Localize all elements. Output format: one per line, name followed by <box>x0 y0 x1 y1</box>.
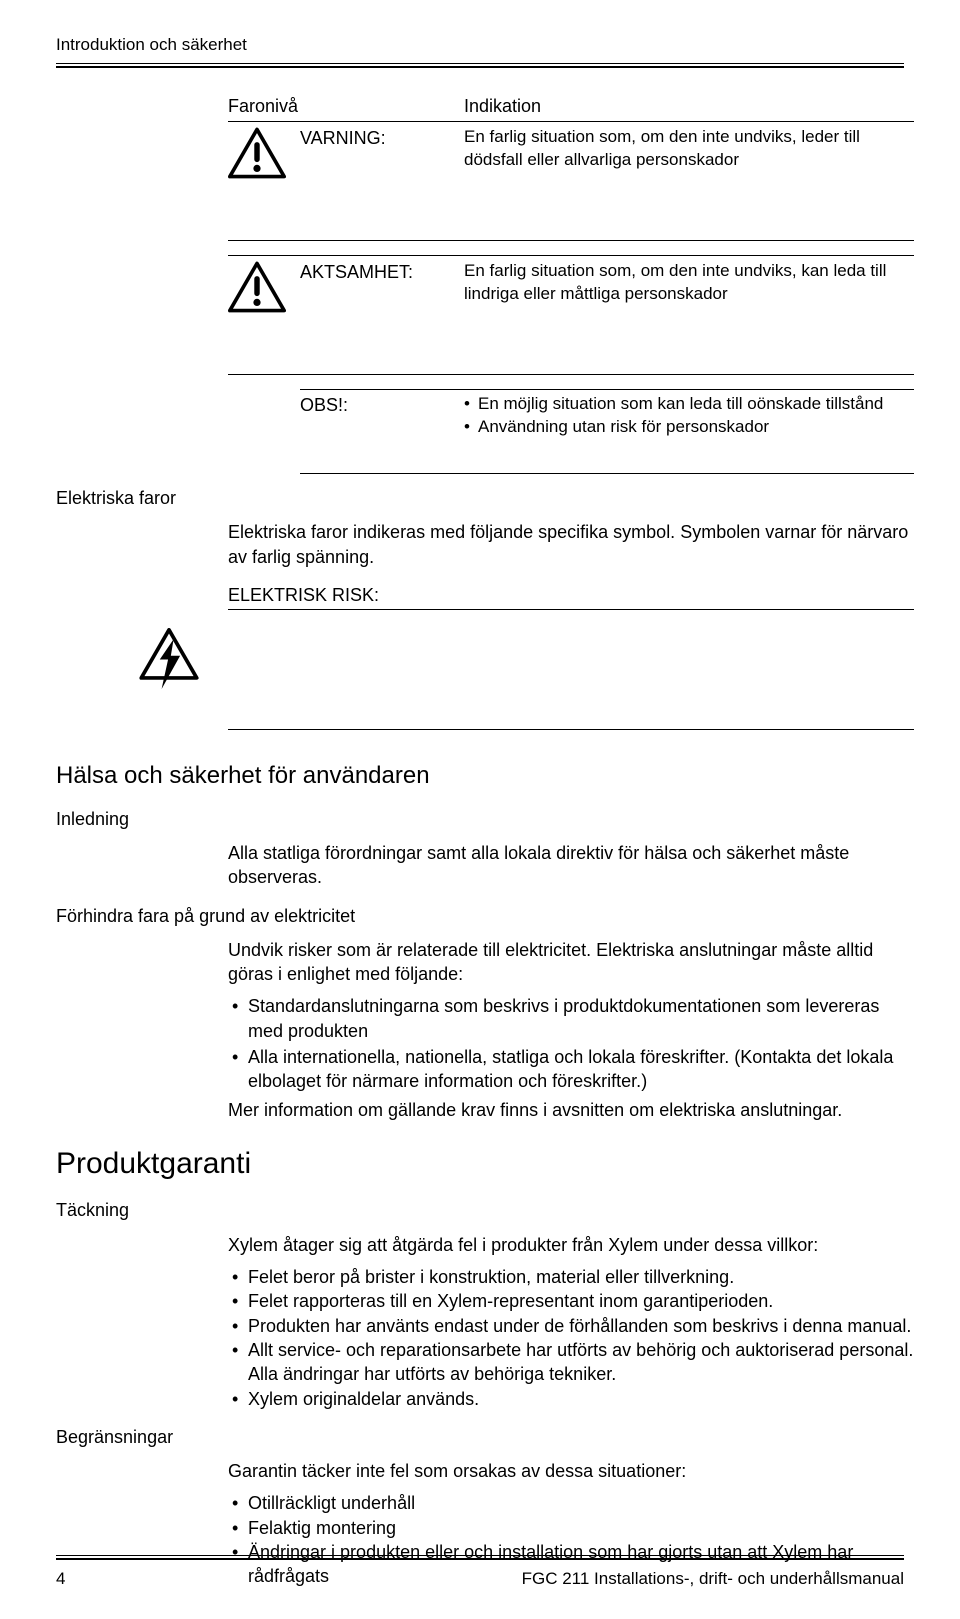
hazard-row-obs: OBS!: En möjlig situation som kan leda t… <box>228 389 914 474</box>
hazard-indication: En farlig situation som, om den inte und… <box>464 122 914 241</box>
caution-icon-cell <box>228 255 300 375</box>
coverage-bullet: Felet beror på brister i konstruktion, m… <box>228 1265 914 1289</box>
health-safety-heading: Hälsa och säkerhet för användaren <box>56 760 904 792</box>
electrical-risk-label: ELEKTRISK RISK: <box>228 583 914 610</box>
coverage-intro: Xylem åtager sig att åtgärda fel i produ… <box>228 1233 914 1257</box>
inledning-text: Alla statliga förordningar samt alla lok… <box>228 841 914 890</box>
hazard-row-varning: VARNING: En farlig situation som, om den… <box>228 122 914 241</box>
prevent-elec-bullet: Standardanslutningarna som beskrivs i pr… <box>228 994 914 1043</box>
electrical-hazards-heading: Elektriska faror <box>56 486 904 510</box>
prevent-elec-bullet: Alla internationella, nationella, statli… <box>228 1045 914 1094</box>
page-footer: 4 FGC 211 Installations-, drift- och und… <box>56 1555 904 1591</box>
prevent-elec-bullets: Standardanslutningarna som beskrivs i pr… <box>228 994 914 1093</box>
prevent-elec-more: Mer information om gällande krav finns i… <box>228 1098 914 1122</box>
electrical-intro-text: Elektriska faror indikeras med följande … <box>228 520 914 569</box>
limits-intro: Garantin täcker inte fel som orsakas av … <box>228 1459 914 1483</box>
footer-doc-title: FGC 211 Installations-, drift- och under… <box>522 1568 904 1591</box>
electrical-risk-block: ELEKTRISK RISK: <box>228 583 914 730</box>
caution-triangle-icon <box>228 260 294 314</box>
coverage-bullets: Felet beror på brister i konstruktion, m… <box>228 1265 914 1411</box>
coverage-bullet: Allt service- och reparationsarbete har … <box>228 1338 914 1387</box>
footer-page-number: 4 <box>56 1568 65 1591</box>
hazard-indication: En farlig situation som, om den inte und… <box>464 255 914 375</box>
obs-bullet: En möjlig situation som kan leda till oö… <box>464 393 914 416</box>
hazard-level-label: VARNING: <box>300 122 464 241</box>
hazard-row-aktsamhet: AKTSAMHET: En farlig situation som, om d… <box>228 255 914 375</box>
hazard-level-label: OBS!: <box>300 389 464 474</box>
coverage-bullet: Felet rapporteras till en Xylem-represen… <box>228 1289 914 1313</box>
hazard-header-left: Faronivå <box>228 94 464 122</box>
footer-rule-thick <box>56 1558 904 1560</box>
limits-bullet: Felaktig montering <box>228 1516 914 1540</box>
hazard-header-right: Indikation <box>464 94 914 122</box>
electrical-risk-area <box>228 610 914 730</box>
coverage-heading: Täckning <box>56 1198 904 1222</box>
warning-triangle-icon <box>228 126 294 180</box>
warning-icon-cell <box>228 122 300 241</box>
obs-bullet: Användning utan risk för personskador <box>464 416 914 439</box>
coverage-bullet: Xylem originaldelar används. <box>228 1387 914 1411</box>
hazard-table: Faronivå Indikation VARNING: En farlig s… <box>228 94 914 474</box>
inledning-heading: Inledning <box>56 807 904 831</box>
product-warranty-heading: Produktgaranti <box>56 1144 904 1185</box>
header-rule-thin <box>56 63 904 64</box>
electrical-bolt-icon <box>138 628 200 702</box>
prevent-elec-text: Undvik risker som är relaterade till ele… <box>228 938 914 987</box>
hazard-level-label: AKTSAMHET: <box>300 255 464 375</box>
hazard-indication: En möjlig situation som kan leda till oö… <box>464 389 914 474</box>
coverage-bullet: Produkten har använts endast under de fö… <box>228 1314 914 1338</box>
limits-bullet: Otillräckligt underhåll <box>228 1491 914 1515</box>
header-rule-thick <box>56 66 904 68</box>
hazard-table-header: Faronivå Indikation <box>228 94 914 122</box>
prevent-elec-heading: Förhindra fara på grund av elektricitet <box>56 904 904 928</box>
footer-rule-thin <box>56 1555 904 1556</box>
page-header: Introduktion och säkerhet <box>56 34 904 57</box>
